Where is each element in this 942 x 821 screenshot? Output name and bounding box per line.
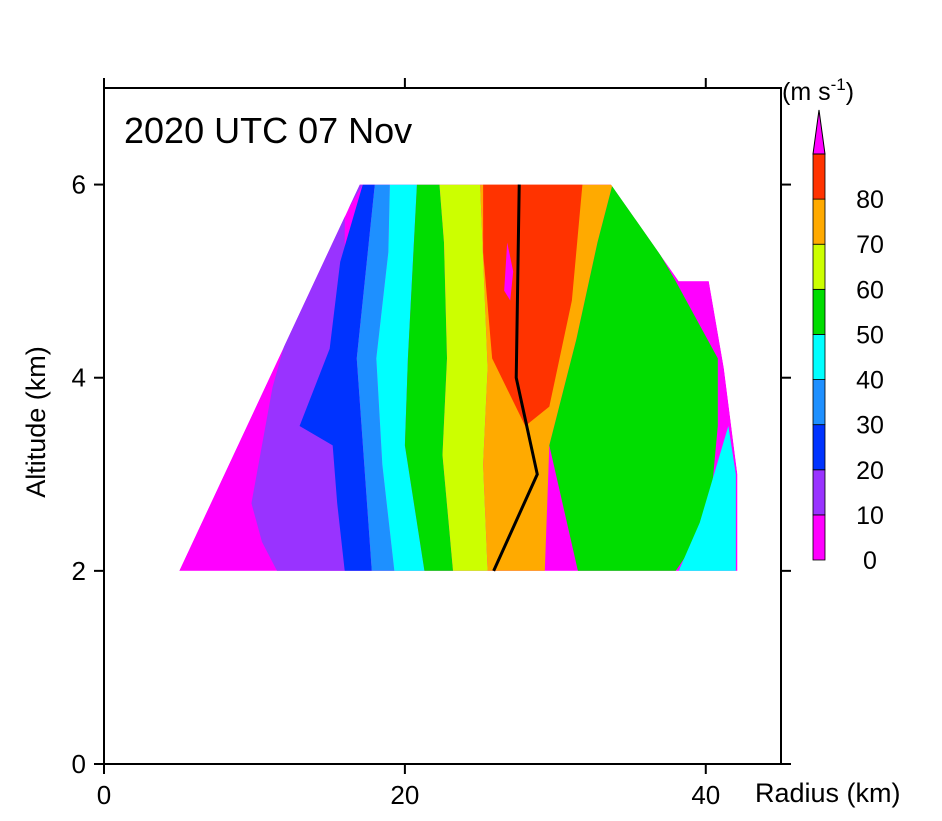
colorbar-band-2 bbox=[812, 424, 826, 471]
contour-fields bbox=[179, 184, 738, 571]
colorbar-label-8: 80 bbox=[856, 186, 884, 214]
contour-band-11 bbox=[504, 242, 514, 301]
colorbar-band-7 bbox=[812, 198, 826, 245]
axis-ticks: 0 20 40 0 2 4 6 bbox=[72, 78, 791, 810]
x-axis-title: Radius (km) bbox=[755, 778, 901, 808]
colorbar-label-2: 20 bbox=[856, 457, 884, 485]
y-tick-label-1: 2 bbox=[72, 556, 86, 586]
contour-band-1 bbox=[251, 184, 363, 571]
colorbar-band-0 bbox=[812, 514, 826, 561]
colorbar-band-8 bbox=[812, 153, 826, 200]
colorbar-label-5: 50 bbox=[856, 321, 884, 349]
plot-frame bbox=[103, 87, 782, 765]
colorbar-overflow-arrow bbox=[812, 109, 826, 155]
contour-band-6 bbox=[439, 184, 488, 571]
x-tick-label-1: 20 bbox=[390, 780, 419, 810]
colorbar-band-1 bbox=[812, 469, 826, 516]
colorbar-unit-base: (m s bbox=[782, 78, 831, 106]
colorbar-unit: (m s-1) bbox=[782, 75, 854, 106]
contour-clip-group bbox=[179, 184, 738, 571]
colorbar-band-5 bbox=[812, 288, 826, 335]
y-tick-label-2: 4 bbox=[72, 363, 86, 393]
colorbar-label-6: 60 bbox=[856, 276, 884, 304]
colorbar-label-1: 10 bbox=[856, 502, 884, 530]
contour-band-8 bbox=[483, 184, 583, 426]
rmw-line bbox=[492, 184, 539, 572]
contour-band-9 bbox=[549, 184, 718, 571]
colorbar-label-0: 0 bbox=[863, 547, 877, 575]
colorbar: 0 10 20 30 40 50 60 70 80 bbox=[812, 109, 884, 575]
colorbar-label-3: 30 bbox=[856, 412, 884, 440]
y-tick-label-0: 0 bbox=[72, 749, 86, 779]
contour-band-5 bbox=[404, 184, 454, 571]
panel-title: 2020 UTC 07 Nov bbox=[124, 110, 412, 151]
y-tick-label-3: 6 bbox=[72, 170, 86, 200]
colorbar-unit-sup: -1 bbox=[831, 75, 846, 94]
colorbar-label-7: 70 bbox=[856, 231, 884, 259]
contour-band-10 bbox=[678, 426, 736, 571]
x-tick-label-0: 0 bbox=[97, 780, 111, 810]
x-tick-label-2: 40 bbox=[691, 780, 720, 810]
colorbar-band-6 bbox=[812, 243, 826, 290]
colorbar-band-3 bbox=[812, 379, 826, 426]
contour-band-3 bbox=[356, 184, 395, 571]
colorbar-band-4 bbox=[812, 334, 826, 380]
contour-band-2 bbox=[299, 184, 375, 571]
colorbar-unit-close: ) bbox=[846, 78, 854, 106]
contour-band-4 bbox=[376, 184, 425, 571]
colorbar-label-4: 40 bbox=[856, 367, 884, 395]
y-axis-title: Altitude (km) bbox=[21, 346, 51, 498]
